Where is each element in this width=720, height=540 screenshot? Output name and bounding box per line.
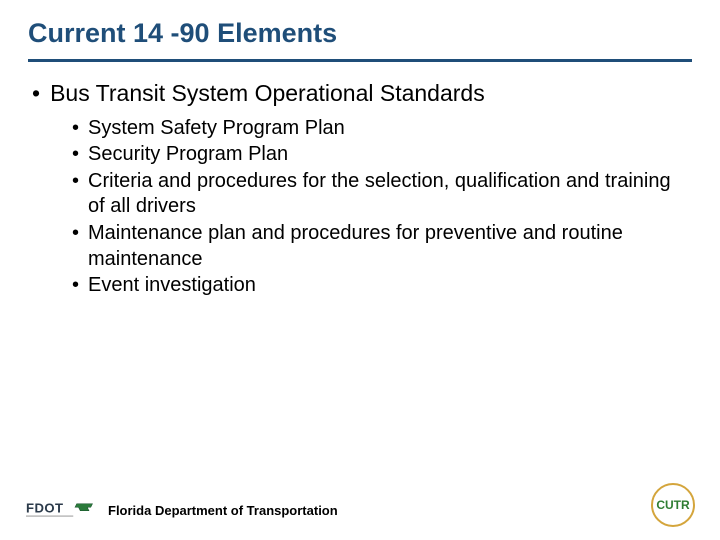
fdot-logo-icon: FDOT	[26, 498, 96, 520]
slide: Current 14 -90 Elements • Bus Transit Sy…	[0, 0, 720, 540]
list-item: • Criteria and procedures for the select…	[72, 169, 692, 220]
bullet-icon: •	[72, 273, 79, 299]
list-item: • Maintenance plan and procedures for pr…	[72, 221, 692, 272]
list-item: • Security Program Plan	[72, 142, 692, 168]
footer: FDOT Florida Department of Transportatio…	[0, 484, 720, 540]
cutr-badge-icon: CUTR	[650, 482, 696, 528]
list-item: • Event investigation	[72, 273, 692, 299]
level1-item: • Bus Transit System Operational Standar…	[32, 80, 692, 108]
list-item-text: System Safety Program Plan	[88, 116, 345, 142]
footer-org-text: Florida Department of Transportation	[108, 503, 338, 518]
level2-list: • System Safety Program Plan • Security …	[72, 116, 692, 299]
list-item-text: Maintenance plan and procedures for prev…	[88, 221, 692, 272]
bullet-icon: •	[72, 169, 79, 220]
slide-title: Current 14 -90 Elements	[28, 18, 692, 49]
bullet-icon: •	[32, 80, 40, 108]
bullet-icon: •	[72, 116, 79, 142]
list-item-text: Event investigation	[88, 273, 256, 299]
list-item: • System Safety Program Plan	[72, 116, 692, 142]
level1-text: Bus Transit System Operational Standards	[50, 80, 485, 108]
title-rule	[28, 59, 692, 62]
badge-text: CUTR	[656, 498, 690, 512]
fdot-logo-text: FDOT	[26, 501, 63, 516]
florida-shape-icon	[75, 504, 93, 511]
bullet-icon: •	[72, 142, 79, 168]
list-item-text: Security Program Plan	[88, 142, 288, 168]
bullet-icon: •	[72, 221, 79, 272]
list-item-text: Criteria and procedures for the selectio…	[88, 169, 692, 220]
